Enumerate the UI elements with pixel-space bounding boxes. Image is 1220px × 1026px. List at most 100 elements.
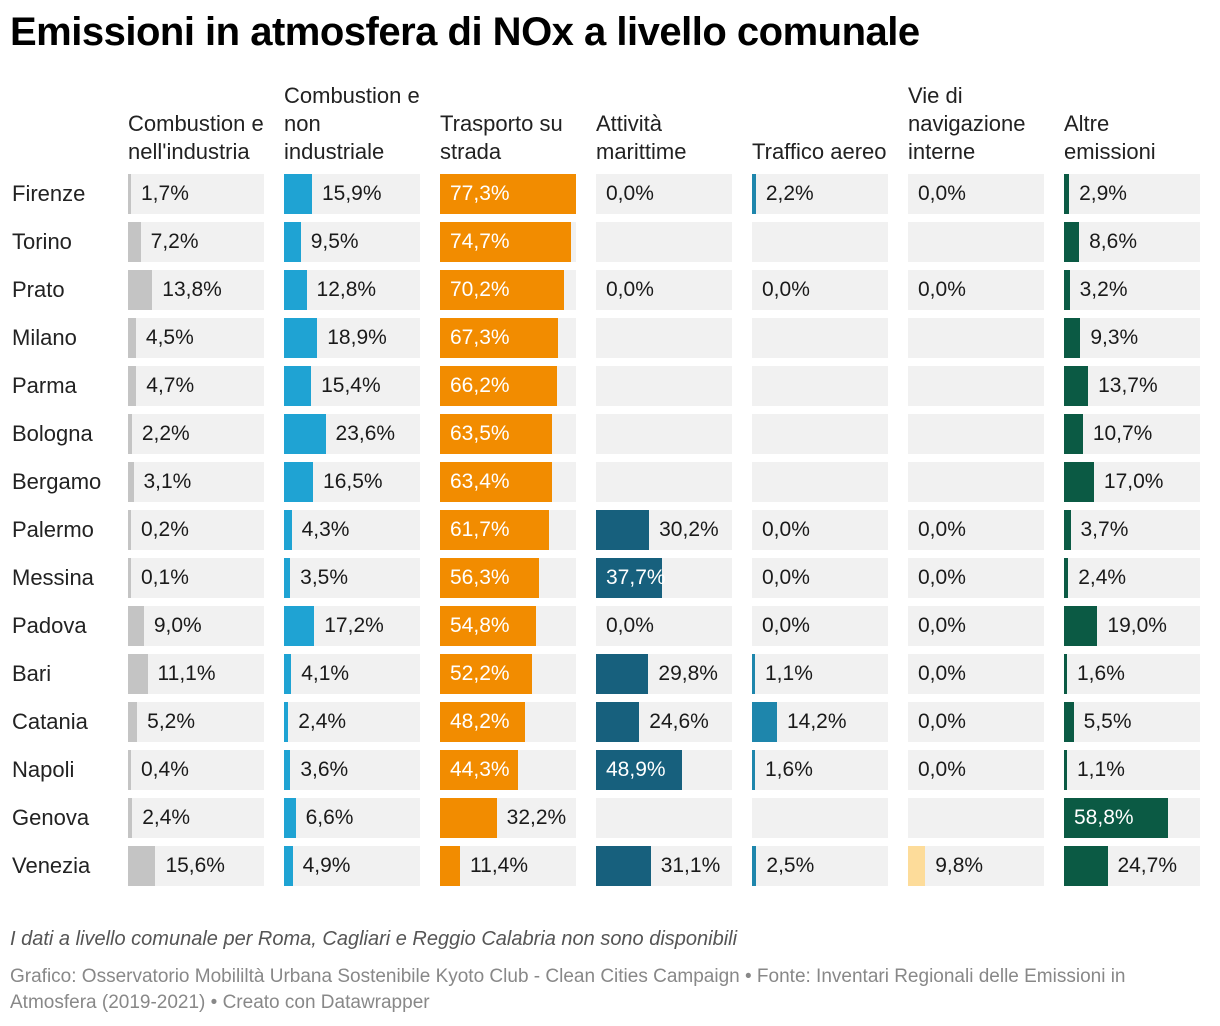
bar bbox=[1064, 606, 1098, 646]
value-label: 15,4% bbox=[321, 374, 381, 397]
value-label: 1,6% bbox=[765, 758, 813, 781]
row-label: Messina bbox=[12, 565, 94, 590]
cell-background bbox=[908, 270, 1044, 310]
value-label: 11,4% bbox=[470, 854, 529, 877]
cell-background bbox=[752, 606, 888, 646]
value-label: 5,2% bbox=[147, 710, 196, 733]
value-label: 17,0% bbox=[1103, 470, 1164, 493]
value-label: 24,7% bbox=[1117, 854, 1177, 877]
bar bbox=[440, 798, 497, 838]
bar bbox=[284, 222, 301, 262]
value-label: 4,7% bbox=[146, 374, 195, 397]
cell-background bbox=[128, 366, 264, 406]
value-label: 4,3% bbox=[301, 518, 350, 541]
row-label: Bergamo bbox=[12, 469, 102, 494]
value-label: 0,0% bbox=[918, 278, 966, 301]
bar bbox=[128, 654, 148, 694]
bar bbox=[596, 702, 640, 742]
row-label: Genova bbox=[12, 805, 90, 830]
bar bbox=[596, 654, 649, 694]
bar bbox=[128, 318, 136, 358]
cell-background bbox=[284, 654, 420, 694]
value-label: 4,9% bbox=[302, 854, 351, 877]
value-label: 70,2% bbox=[450, 278, 510, 301]
bar bbox=[284, 318, 318, 358]
value-label: 0,0% bbox=[918, 758, 966, 781]
bar bbox=[128, 798, 133, 838]
chart-footer: Grafico: Osservatorio Mobililtà Urbana S… bbox=[10, 966, 1126, 1013]
row-label: Torino bbox=[12, 229, 72, 254]
value-label: 0,1% bbox=[141, 566, 189, 589]
value-label: 4,1% bbox=[301, 662, 350, 685]
bar bbox=[1064, 366, 1089, 406]
value-label: 16,5% bbox=[323, 470, 383, 493]
bar bbox=[128, 510, 131, 550]
cell-background bbox=[1064, 414, 1200, 454]
cell-background bbox=[752, 462, 888, 502]
column-header: Combustion e nell'industria bbox=[128, 111, 264, 164]
value-label: 2,4% bbox=[142, 806, 191, 829]
bar bbox=[128, 414, 132, 454]
cell-background bbox=[752, 510, 888, 550]
cell-background bbox=[284, 846, 420, 886]
bar bbox=[1064, 462, 1094, 502]
cell-background bbox=[284, 798, 420, 838]
cell-background bbox=[596, 414, 732, 454]
value-label: 37,7% bbox=[606, 566, 666, 589]
cell-background bbox=[596, 222, 732, 262]
value-label: 0,0% bbox=[918, 566, 966, 589]
cell-background bbox=[128, 222, 264, 262]
row-label: Parma bbox=[12, 373, 77, 398]
cell-background bbox=[752, 750, 888, 790]
value-label: 2,4% bbox=[1078, 566, 1127, 589]
row-label: Bari bbox=[12, 661, 52, 686]
bar bbox=[128, 366, 137, 406]
bar bbox=[1064, 558, 1069, 598]
cell-background bbox=[908, 846, 1044, 886]
value-label: 14,2% bbox=[786, 710, 847, 733]
value-label: 1,1% bbox=[765, 662, 813, 685]
bar bbox=[1064, 702, 1074, 742]
value-label: 67,3% bbox=[450, 326, 510, 349]
cell-background bbox=[908, 798, 1044, 838]
bar bbox=[440, 750, 518, 790]
cell-background bbox=[752, 366, 888, 406]
value-label: 0,0% bbox=[918, 182, 966, 205]
value-label: 0,0% bbox=[606, 182, 654, 205]
bar bbox=[440, 366, 557, 406]
chart-note: I dati a livello comunale per Roma, Cagl… bbox=[10, 928, 738, 950]
bar bbox=[752, 654, 755, 694]
value-label: 5,5% bbox=[1083, 710, 1132, 733]
bar bbox=[284, 702, 289, 742]
cell-background bbox=[128, 174, 264, 214]
bar bbox=[1064, 846, 1108, 886]
cell-background bbox=[908, 558, 1044, 598]
cell-background bbox=[908, 654, 1044, 694]
value-label: 0,0% bbox=[762, 518, 810, 541]
cell-background bbox=[128, 462, 264, 502]
value-label: 13,8% bbox=[162, 278, 222, 301]
bar bbox=[128, 462, 134, 502]
value-label: 48,2% bbox=[450, 710, 510, 733]
bar bbox=[284, 366, 312, 406]
bar bbox=[440, 414, 552, 454]
value-label: 15,6% bbox=[165, 854, 225, 877]
bar bbox=[128, 846, 156, 886]
cell-background bbox=[596, 318, 732, 358]
value-label: 8,6% bbox=[1089, 230, 1137, 253]
bar bbox=[284, 270, 307, 310]
bar bbox=[752, 174, 756, 214]
row-label: Milano bbox=[12, 325, 77, 350]
bar bbox=[128, 558, 131, 598]
cell-background bbox=[128, 654, 264, 694]
cell-background bbox=[596, 270, 732, 310]
value-label: 24,6% bbox=[649, 710, 709, 733]
cell-background bbox=[596, 174, 732, 214]
row-label: Venezia bbox=[12, 853, 91, 878]
bar bbox=[128, 174, 131, 214]
value-label: 0,0% bbox=[606, 278, 654, 301]
cell-background bbox=[752, 318, 888, 358]
value-label: 0,0% bbox=[762, 278, 810, 301]
bar bbox=[440, 558, 540, 598]
bar bbox=[596, 750, 682, 790]
